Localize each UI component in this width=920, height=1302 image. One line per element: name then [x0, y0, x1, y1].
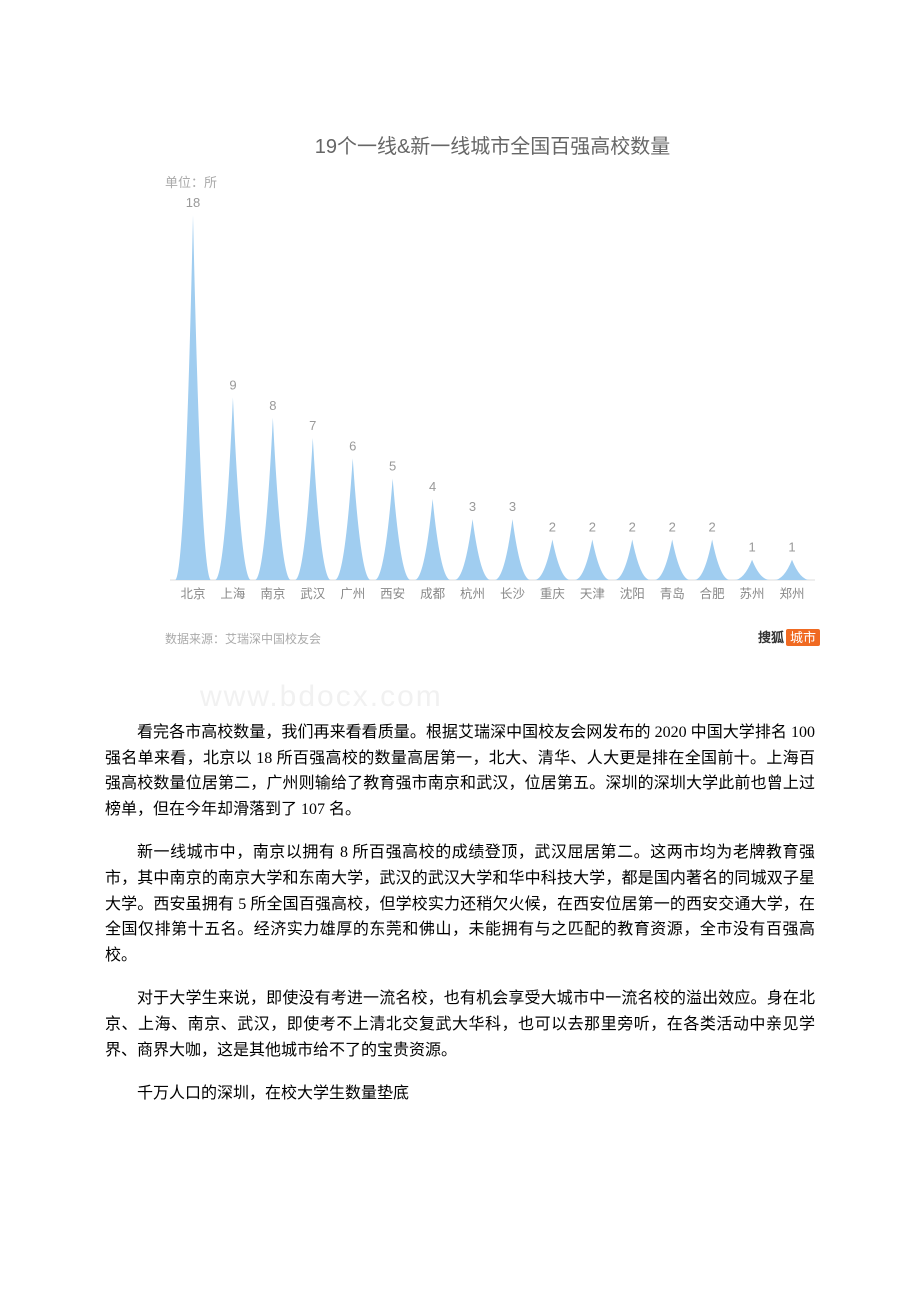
- city-label: 青岛: [660, 586, 685, 601]
- city-label: 沈阳: [620, 586, 645, 601]
- chart-peak: [494, 519, 530, 580]
- city-label: 合肥: [700, 586, 726, 601]
- sohu-logo: 搜狐城市: [758, 627, 820, 646]
- article-body: 看完各市高校数量，我们再来看看质量。根据艾瑞深中国校友会网发布的 2020 中国…: [105, 720, 815, 1125]
- peak-chart: 18 北京 9 上海 8 南京 7 武汉 6 广州 5 西安 4 成都 3 杭州 3 长沙 2 重庆 2 天津 2 沈阳 2 青岛…: [165, 185, 820, 605]
- city-label: 重庆: [540, 586, 566, 601]
- chart-peak: [654, 539, 690, 580]
- chart-peak: [694, 539, 730, 580]
- city-label: 西安: [380, 586, 405, 601]
- sohu-badge: 城市: [786, 629, 820, 646]
- chart-peak: [295, 438, 331, 580]
- city-label: 上海: [220, 586, 246, 601]
- peak-value-label: 2: [629, 519, 636, 534]
- peak-value-label: 8: [269, 398, 276, 413]
- city-label: 南京: [260, 586, 285, 601]
- chart-peak: [175, 215, 211, 580]
- peak-value-label: 3: [509, 499, 516, 514]
- peak-value-label: 18: [186, 195, 200, 210]
- page-watermark: www.bdocx.com: [200, 680, 443, 714]
- peak-value-label: 5: [389, 459, 396, 474]
- paragraph: 千万人口的深圳，在校大学生数量垫底: [105, 1081, 815, 1107]
- chart-peak: [574, 539, 610, 580]
- city-label: 苏州: [740, 586, 765, 601]
- city-label: 成都: [420, 587, 446, 601]
- peak-value-label: 6: [349, 438, 356, 453]
- sohu-text: 搜狐: [758, 630, 784, 645]
- peak-value-label: 4: [429, 479, 436, 494]
- city-label: 长沙: [500, 587, 526, 601]
- paragraph: 对于大学生来说，即使没有考进一流名校，也有机会享受大城市中一流名校的溢出效应。身…: [105, 986, 815, 1063]
- chart-peak: [455, 519, 491, 580]
- peak-value-label: 3: [469, 499, 476, 514]
- city-label: 天津: [580, 587, 605, 601]
- peak-value-label: 2: [669, 519, 676, 534]
- chart-peak: [375, 479, 411, 580]
- paragraph: 新一线城市中，南京以拥有 8 所百强高校的成绩登顶，武汉屈居第二。这两市均为老牌…: [105, 840, 815, 968]
- peak-value-label: 2: [709, 519, 716, 534]
- city-label: 杭州: [460, 586, 485, 601]
- peak-value-label: 1: [748, 540, 755, 555]
- peak-value-label: 2: [589, 519, 596, 534]
- peak-value-label: 1: [788, 540, 795, 555]
- paragraph: 看完各市高校数量，我们再来看看质量。根据艾瑞深中国校友会网发布的 2020 中国…: [105, 720, 815, 822]
- city-label: 武汉: [300, 587, 326, 601]
- chart-peak: [734, 560, 770, 580]
- chart-peak: [215, 398, 251, 581]
- chart-source: 数据来源：艾瑞深中国校友会: [165, 630, 321, 647]
- city-label: 广州: [340, 587, 365, 601]
- chart-peak: [534, 539, 570, 580]
- city-label: 郑州: [779, 586, 804, 601]
- chart-peak: [255, 418, 291, 580]
- city-label: 北京: [180, 587, 205, 601]
- chart-peak: [415, 499, 451, 580]
- peak-value-label: 9: [229, 378, 236, 393]
- chart-peak: [335, 458, 371, 580]
- chart-title: 19个一线&新一线城市全国百强高校数量: [165, 130, 820, 159]
- peak-value-label: 2: [549, 519, 556, 534]
- chart-peak: [774, 560, 810, 580]
- peak-value-label: 7: [309, 418, 316, 433]
- chart-peak: [614, 539, 650, 580]
